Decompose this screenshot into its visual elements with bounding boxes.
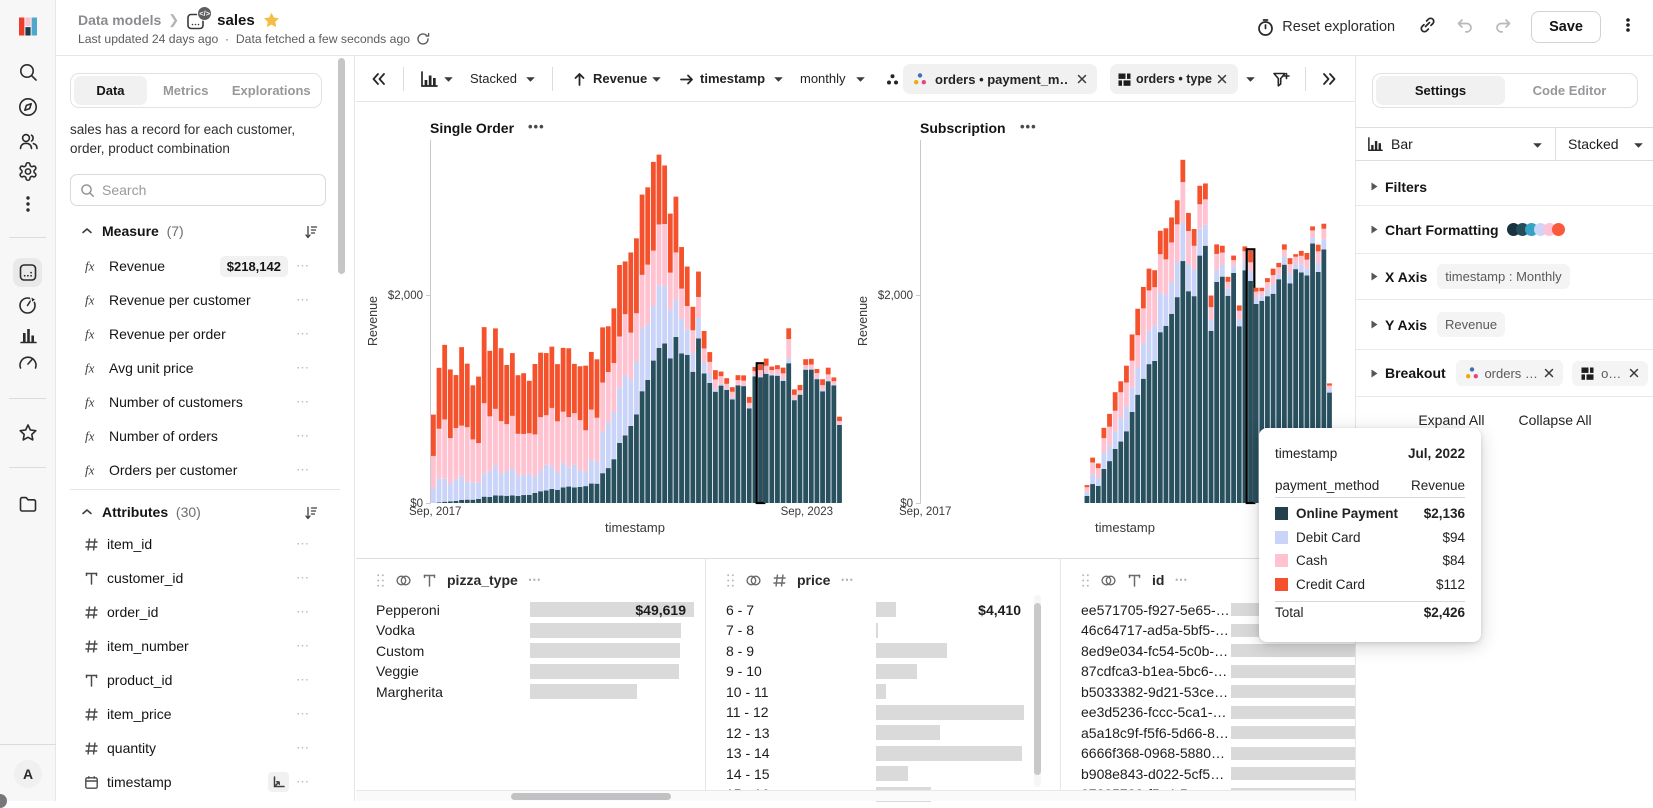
svg-text:$2,000: $2,000 xyxy=(878,290,913,302)
svg-text:fx: fx xyxy=(85,463,95,477)
svg-text:Sep, 2017: Sep, 2017 xyxy=(409,506,461,518)
svg-text:fx: fx xyxy=(85,395,95,409)
svg-text:fx: fx xyxy=(85,327,95,341)
svg-text:$2,000: $2,000 xyxy=(388,290,423,302)
svg-text:Sep, 2023: Sep, 2023 xyxy=(781,506,833,518)
svg-text:fx: fx xyxy=(85,259,95,273)
svg-text:fx: fx xyxy=(85,429,95,443)
svg-text:Revenue: Revenue xyxy=(856,296,870,346)
svg-text:timestamp: timestamp xyxy=(605,520,665,535)
svg-text:Revenue: Revenue xyxy=(366,296,380,346)
svg-text:fx: fx xyxy=(85,293,95,307)
svg-text:Sep, 2017: Sep, 2017 xyxy=(899,506,951,518)
svg-text:fx: fx xyxy=(85,361,95,375)
svg-text:timestamp: timestamp xyxy=(1095,520,1155,535)
